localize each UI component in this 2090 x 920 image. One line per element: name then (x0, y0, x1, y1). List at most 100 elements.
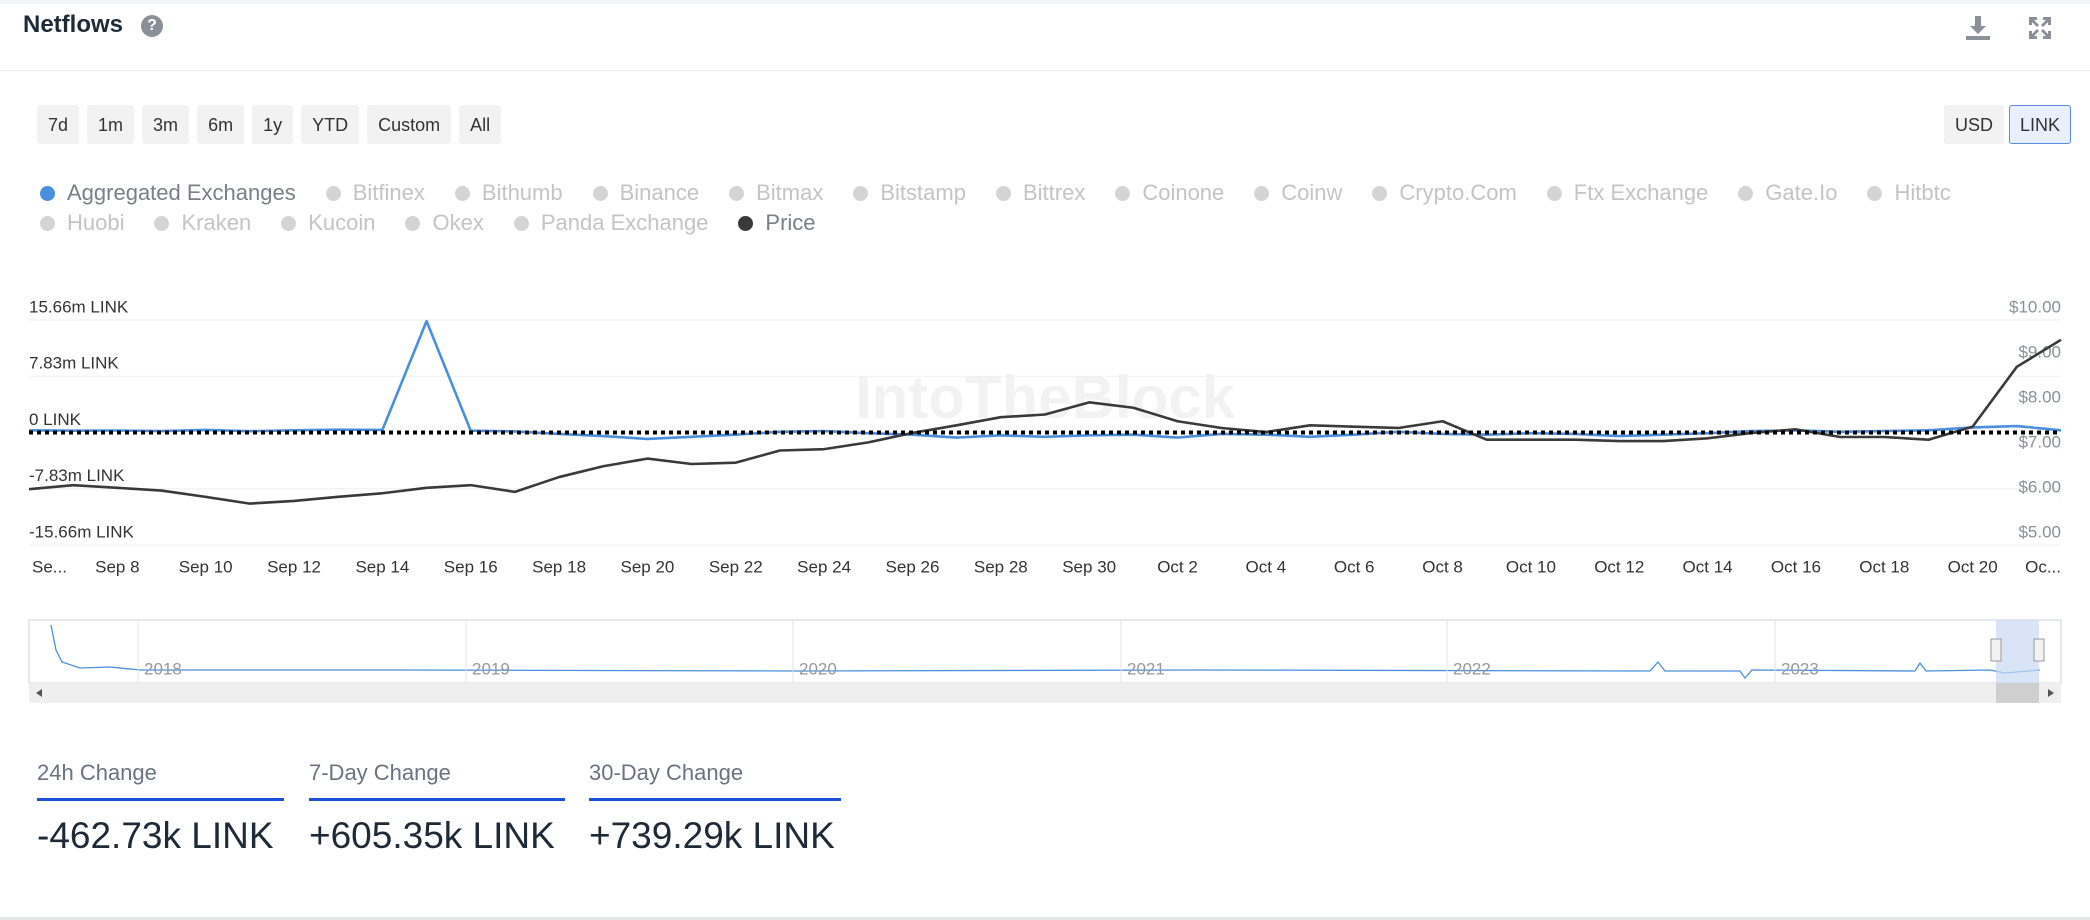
legend-dot (738, 215, 754, 231)
navigator-handle[interactable] (2033, 638, 2045, 662)
navigator-label: 2021 (1127, 659, 1165, 678)
legend-dot (454, 185, 470, 201)
legend-label[interactable]: Coinone (1142, 180, 1225, 205)
legend-item[interactable]: Kucoin (281, 210, 375, 236)
navigator-handle[interactable] (1990, 638, 2002, 662)
x-tick-label: Sep 10 (179, 557, 233, 576)
range-button[interactable]: Custom (367, 105, 452, 144)
y-tick-label: 15.66m LINK (29, 297, 129, 316)
legend-dot (40, 215, 55, 231)
legend-dot (325, 185, 341, 201)
navigator-selection[interactable] (1996, 620, 2039, 683)
legend-item[interactable]: Bitfinex (325, 180, 425, 206)
unit-button[interactable]: USD (1943, 105, 2004, 144)
x-tick-label: Oct 20 (1948, 557, 1998, 576)
legend-label[interactable]: Price (765, 210, 816, 235)
navigator-label: 2019 (472, 659, 510, 678)
legend-label[interactable]: Gate.Io (1765, 180, 1838, 205)
legend-label[interactable]: Panda Exchange (540, 210, 709, 235)
range-button[interactable]: YTD (301, 105, 360, 144)
legend-item[interactable]: Panda Exchange (513, 210, 709, 236)
legend-label[interactable]: Bitstamp (880, 180, 966, 205)
stat-label: 30-Day Change (589, 760, 841, 801)
stat-block: 24h Change -462.73k LINK (37, 760, 284, 857)
legend-dot (281, 215, 297, 231)
stat-value: +739.29k LINK (589, 815, 835, 856)
legend-dot (995, 185, 1011, 201)
fullscreen-icon[interactable] (2026, 14, 2054, 42)
legend-dot (1115, 185, 1131, 201)
range-buttons: 7d 1m 3m 6m 1y YTD Custom All (37, 105, 502, 144)
y2-tick-label: $10.00 (2009, 297, 2061, 316)
legend-label[interactable]: Kraken (181, 210, 252, 235)
x-tick-label: Oct 10 (1506, 557, 1556, 576)
legend-item[interactable]: Bithumb (454, 180, 563, 206)
navigator-label: 2018 (144, 659, 182, 678)
legend-label[interactable]: Huobi (67, 210, 125, 235)
unit-buttons: USD LINK (1943, 105, 2071, 144)
legend-item[interactable]: Bitmax (729, 180, 823, 206)
scroll-right[interactable] (2048, 689, 2054, 697)
x-tick-label: Oct 8 (1422, 557, 1463, 576)
legend-label[interactable]: Hitbtc (1894, 180, 1951, 205)
x-tick-label: Sep 18 (532, 557, 586, 576)
y-tick-label: -7.83m LINK (29, 466, 125, 485)
scrollbar-thumb[interactable] (1996, 683, 2039, 703)
legend-label[interactable]: Okex (432, 210, 484, 235)
range-button[interactable]: 1m (87, 105, 135, 144)
x-tick-label: Se... (32, 557, 67, 576)
range-button[interactable]: 3m (142, 105, 190, 144)
legend-label[interactable]: Bithumb (481, 180, 563, 205)
legend-dot (154, 215, 170, 231)
legend-item[interactable]: Price (738, 210, 816, 236)
x-tick-label: Sep 24 (797, 557, 851, 576)
stat-block: 30-Day Change +739.29k LINK (589, 760, 841, 857)
legend-label[interactable]: Bittrex (1022, 180, 1086, 205)
legend-label[interactable]: Coinw (1281, 180, 1343, 205)
navigator-line (50, 624, 2041, 680)
y2-tick-label: $8.00 (2018, 387, 2061, 406)
legend-item[interactable]: Huobi (40, 210, 124, 236)
stat-value: +605.35k LINK (309, 815, 555, 856)
legend-label[interactable]: Kucoin (308, 210, 376, 235)
range-button[interactable]: 7d (37, 105, 80, 144)
range-button[interactable]: 6m (197, 105, 245, 144)
range-button[interactable]: All (459, 105, 502, 144)
legend-item[interactable]: Crypto.Com (1372, 180, 1517, 206)
y-tick-label: 7.83m LINK (29, 354, 119, 373)
legend-item[interactable]: Binance (592, 180, 700, 206)
legend-item[interactable]: Okex (405, 210, 484, 236)
legend-item[interactable]: Kraken (154, 210, 251, 236)
top-bar (0, 0, 2090, 4)
stat-block: 7-Day Change +605.35k LINK (309, 760, 565, 857)
legend-item[interactable]: Hitbtc (1867, 180, 1951, 206)
header-divider (0, 70, 2090, 71)
legend-item[interactable]: Coinone (1115, 180, 1224, 206)
download-icon[interactable] (1964, 14, 1992, 42)
legend-label[interactable]: Ftx Exchange (1573, 180, 1709, 205)
legend-label[interactable]: Bitmax (756, 180, 824, 205)
y2-tick-label: $6.00 (2018, 477, 2061, 496)
legend-label[interactable]: Bitfinex (352, 180, 425, 205)
navigator-frame (28, 619, 2062, 684)
x-tick-label: Sep 16 (444, 557, 498, 576)
series-line (28, 338, 2062, 505)
x-tick-label: Sep 26 (886, 557, 940, 576)
range-button[interactable]: 1y (252, 105, 294, 144)
legend-item[interactable]: Bittrex (995, 180, 1086, 206)
unit-button[interactable]: LINK (2008, 105, 2071, 144)
legend-item[interactable]: Ftx Exchange (1546, 180, 1709, 206)
legend-label[interactable]: Binance (619, 180, 700, 205)
x-tick-label: Oct 4 (1246, 557, 1287, 576)
help-icon[interactable]: ? (141, 15, 163, 37)
navigator (28, 619, 2062, 703)
legend-item[interactable]: Aggregated Exchanges (40, 180, 296, 206)
scroll-left[interactable] (36, 689, 42, 697)
legend-dot (592, 185, 608, 201)
legend-item[interactable]: Coinw (1254, 180, 1342, 206)
legend-label[interactable]: Aggregated Exchanges (67, 180, 296, 205)
legend-item[interactable]: Gate.Io (1738, 180, 1837, 206)
legend-item[interactable]: Bitstamp (853, 180, 966, 206)
navigator-label: 2022 (1453, 659, 1491, 678)
legend-label[interactable]: Crypto.Com (1399, 180, 1517, 205)
